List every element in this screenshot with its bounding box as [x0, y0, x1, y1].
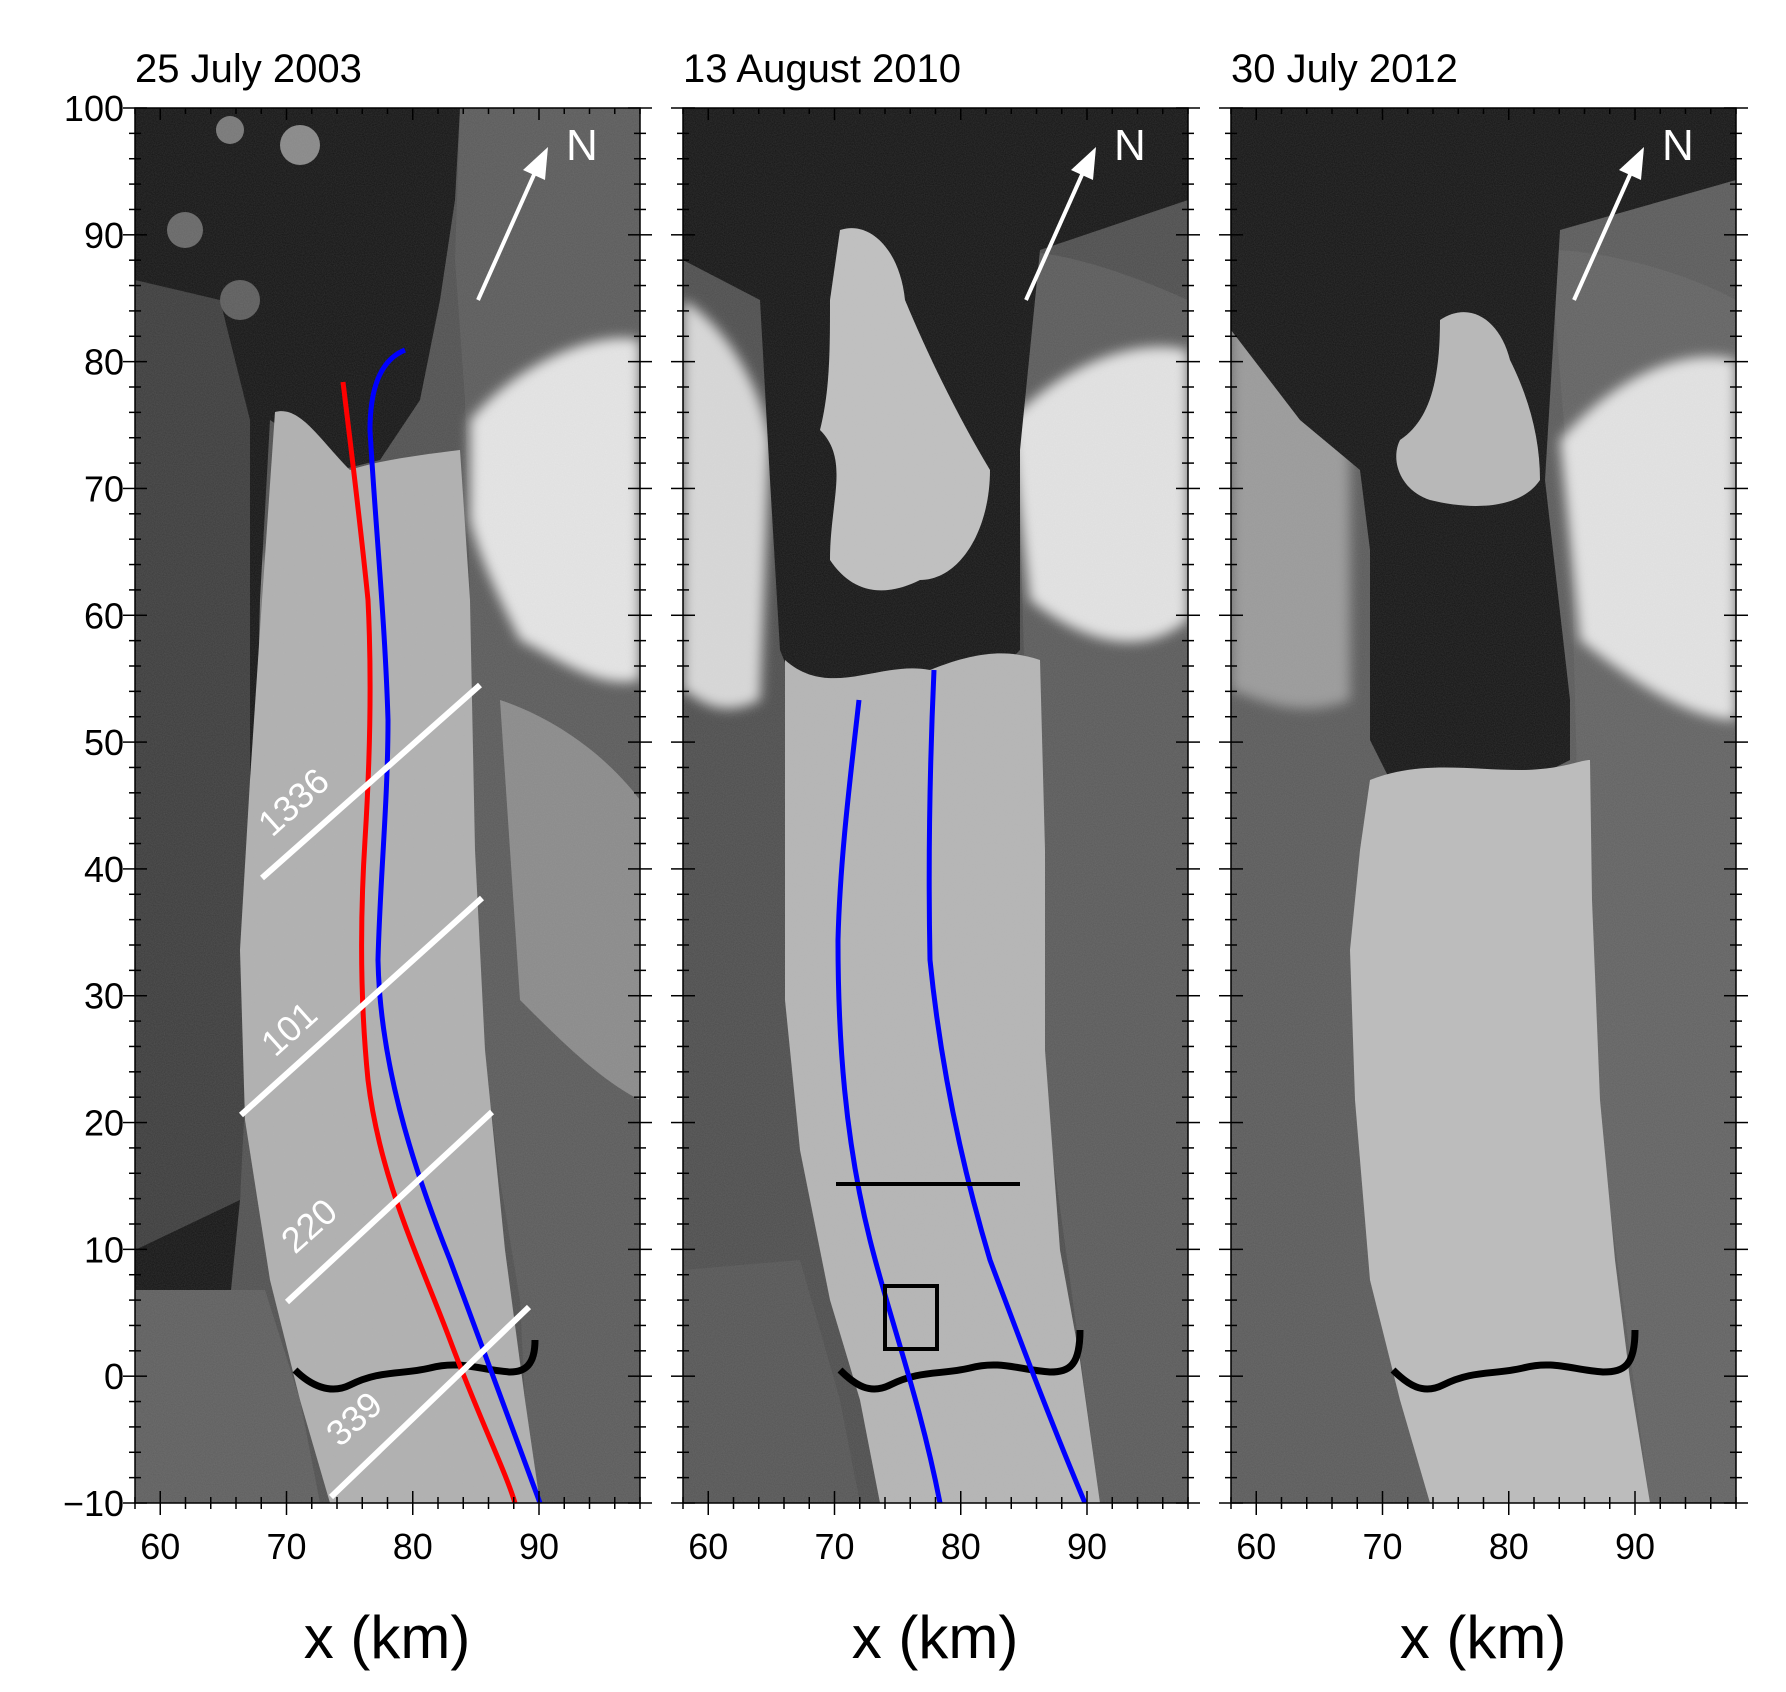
north-label: N: [566, 121, 598, 170]
north-arrow-icon: N: [1024, 121, 1146, 301]
x-tick-label: 80: [941, 1526, 981, 1567]
x-tick-label: 60: [1236, 1526, 1276, 1567]
y-tick-label: 80: [84, 342, 124, 383]
panel-title-2010: 13 August 2010: [683, 47, 961, 91]
panel-2012: 30 July 2012 N: [1230, 47, 1737, 1504]
y-tick-label: 30: [84, 976, 124, 1017]
x-axis-label-2003: x (km): [304, 1604, 471, 1671]
blue-centerline-right-2010: [926, 669, 1088, 1503]
panel-2010: 13 August 2010: [682, 47, 1189, 1504]
panel-title-2012: 30 July 2012: [1231, 47, 1458, 91]
axes: 60 70 80 90 60 70 80 90 60 70 80 901009080706050403…: [63, 88, 1748, 1567]
north-arrow-icon: N: [1572, 121, 1694, 301]
satellite-image-2003: 1336 101 220 339 N: [135, 108, 640, 1503]
x-tick-label: 70: [814, 1526, 854, 1567]
x-tick-label: 90: [1615, 1526, 1655, 1567]
blue-centerline-left-2010: [835, 699, 943, 1503]
x-tick-label: 80: [393, 1526, 433, 1567]
y-tick-label: 70: [84, 468, 124, 509]
y-tick-label: 20: [84, 1103, 124, 1144]
north-label: N: [1114, 121, 1146, 170]
y-tick-label: 90: [84, 215, 124, 256]
panel-2003: 25 July 2003: [134, 47, 641, 1504]
y-tick-label: −10: [63, 1483, 124, 1524]
y-tick-label: 100: [64, 88, 124, 129]
satellite-image-2012: N: [1231, 108, 1736, 1503]
north-arrow-icon: N: [476, 121, 598, 301]
x-tick-label: 70: [1362, 1526, 1402, 1567]
blue-centerline-2003: [367, 347, 543, 1503]
x-tick-label: 90: [1067, 1526, 1107, 1567]
y-tick-label: 40: [84, 849, 124, 890]
x-tick-label: 60: [688, 1526, 728, 1567]
x-axis-label-2010: x (km): [852, 1604, 1019, 1671]
x-tick-label: 90: [519, 1526, 559, 1567]
x-tick-label: 60: [140, 1526, 180, 1567]
north-label: N: [1662, 121, 1694, 170]
panel-title-2003: 25 July 2003: [135, 47, 362, 91]
y-tick-label: 60: [84, 595, 124, 636]
red-centerline-2003: [340, 381, 518, 1503]
y-tick-label: 50: [84, 722, 124, 763]
x-tick-label: 80: [1489, 1526, 1529, 1567]
x-tick-label: 70: [266, 1526, 306, 1567]
x-axis-label-2012: x (km): [1400, 1604, 1567, 1671]
y-tick-label: 0: [104, 1356, 124, 1397]
satellite-image-2010: N: [683, 108, 1188, 1503]
y-tick-label: 10: [84, 1229, 124, 1270]
